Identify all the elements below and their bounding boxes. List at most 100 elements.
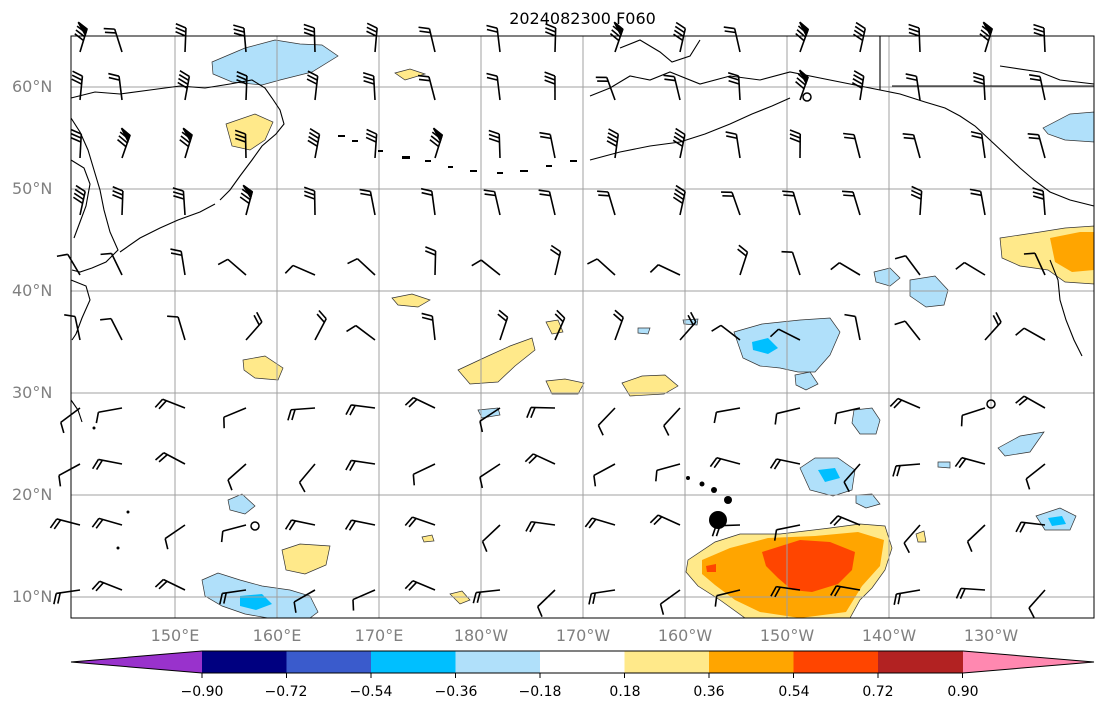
wind-barb — [217, 258, 247, 276]
wind-barb — [597, 190, 616, 216]
wind-barb — [365, 128, 378, 159]
wind-barb — [795, 21, 810, 53]
wind-barb — [154, 578, 186, 591]
wind-barb — [486, 72, 501, 101]
wind-barb — [164, 524, 186, 550]
colorbar-segment — [286, 651, 372, 673]
pos-region — [281, 543, 331, 575]
wind-barb — [773, 524, 801, 541]
pos-region — [545, 378, 585, 395]
wind-barb — [672, 184, 686, 216]
wind-barb — [1032, 187, 1046, 216]
lat-label: 20°N — [12, 485, 53, 504]
wind-barb — [673, 21, 687, 53]
wind-barb — [723, 26, 741, 53]
wind-barb — [234, 129, 247, 159]
wind-barb — [830, 585, 861, 597]
colorbar-extend-high — [963, 651, 1094, 673]
wind-barb — [345, 459, 376, 472]
wind-barb — [303, 23, 316, 53]
wind-barb — [727, 71, 741, 101]
wind-barb — [404, 580, 436, 591]
wind-barb — [307, 127, 321, 159]
lon-label: 150°W — [759, 626, 815, 645]
wind-barb — [49, 518, 81, 530]
islands — [92, 135, 732, 550]
wind-barb — [347, 257, 376, 276]
wind-barb — [1025, 463, 1046, 490]
wind-barb — [969, 188, 986, 216]
neg-region — [637, 327, 651, 335]
neg-region — [240, 594, 272, 610]
wind-barb — [220, 524, 247, 543]
wind-barb — [1033, 23, 1046, 53]
colorbar-segment — [202, 651, 287, 673]
wind-barb — [233, 24, 247, 53]
wind-barb — [679, 311, 697, 341]
wind-barb — [1028, 589, 1046, 619]
wind-barb — [362, 71, 376, 101]
wind-barb — [910, 185, 923, 216]
pos-region — [421, 534, 435, 543]
colorbar-tick-label: 0.72 — [862, 684, 894, 700]
neg-region — [818, 468, 840, 482]
wind-barb — [479, 463, 501, 489]
pos-region — [706, 564, 716, 572]
pos-region — [457, 337, 536, 385]
wind-barb — [306, 70, 319, 101]
wind-barb — [834, 407, 861, 425]
map-frame — [70, 35, 1095, 619]
wind-barb — [227, 463, 247, 491]
wind-barb — [71, 70, 84, 101]
pos-region — [394, 68, 427, 81]
wind-barb — [966, 524, 986, 552]
colorbar-tick-label: 0.36 — [693, 684, 725, 700]
wind-barb — [892, 463, 921, 477]
neg-region — [851, 407, 881, 435]
wind-barb — [851, 70, 865, 101]
wind-barb — [284, 519, 316, 531]
colorbar-segment — [540, 651, 625, 673]
colorbar-segment — [878, 651, 963, 673]
wind-barb — [344, 519, 376, 531]
wind-barb — [972, 71, 986, 101]
wind-barb — [352, 589, 376, 611]
wind-barb — [314, 309, 327, 341]
wind-barb — [830, 262, 861, 276]
colorbar-segment — [371, 651, 456, 673]
colorbar-segment — [793, 651, 879, 673]
wind-barb — [100, 317, 123, 341]
wind-barb — [795, 69, 809, 101]
colorbar-tick-label: −0.54 — [349, 684, 393, 700]
wind-barb — [593, 463, 616, 487]
wind-barb — [177, 70, 191, 101]
wind-barb — [597, 407, 616, 436]
shaded-field — [201, 39, 1095, 619]
wind-barb — [853, 21, 867, 53]
pos-region — [915, 530, 927, 543]
wind-barb — [714, 589, 741, 607]
neg-region — [794, 371, 819, 391]
wind-barb — [984, 312, 1002, 341]
neg-region — [855, 493, 881, 509]
wind-barb — [908, 23, 921, 53]
wind-barb — [954, 456, 986, 469]
pos-region — [621, 374, 679, 397]
wind-barb — [725, 131, 741, 159]
wind-barb — [774, 407, 801, 425]
map-title: 2024082300 F060 — [509, 9, 656, 28]
wind-barb — [894, 320, 921, 341]
wind-barb — [606, 128, 620, 159]
lat-label: 40°N — [12, 281, 53, 300]
wind-barb — [481, 524, 501, 552]
wind-barb — [287, 407, 316, 421]
colorbar — [70, 650, 1095, 678]
open-circle-marker — [250, 521, 260, 531]
wind-barb — [172, 187, 186, 216]
lon-label: 140°W — [861, 626, 917, 645]
wind-barb — [903, 524, 921, 554]
wind-barb — [1029, 74, 1046, 101]
wind-barb — [486, 24, 501, 53]
wind-barb — [595, 76, 616, 101]
